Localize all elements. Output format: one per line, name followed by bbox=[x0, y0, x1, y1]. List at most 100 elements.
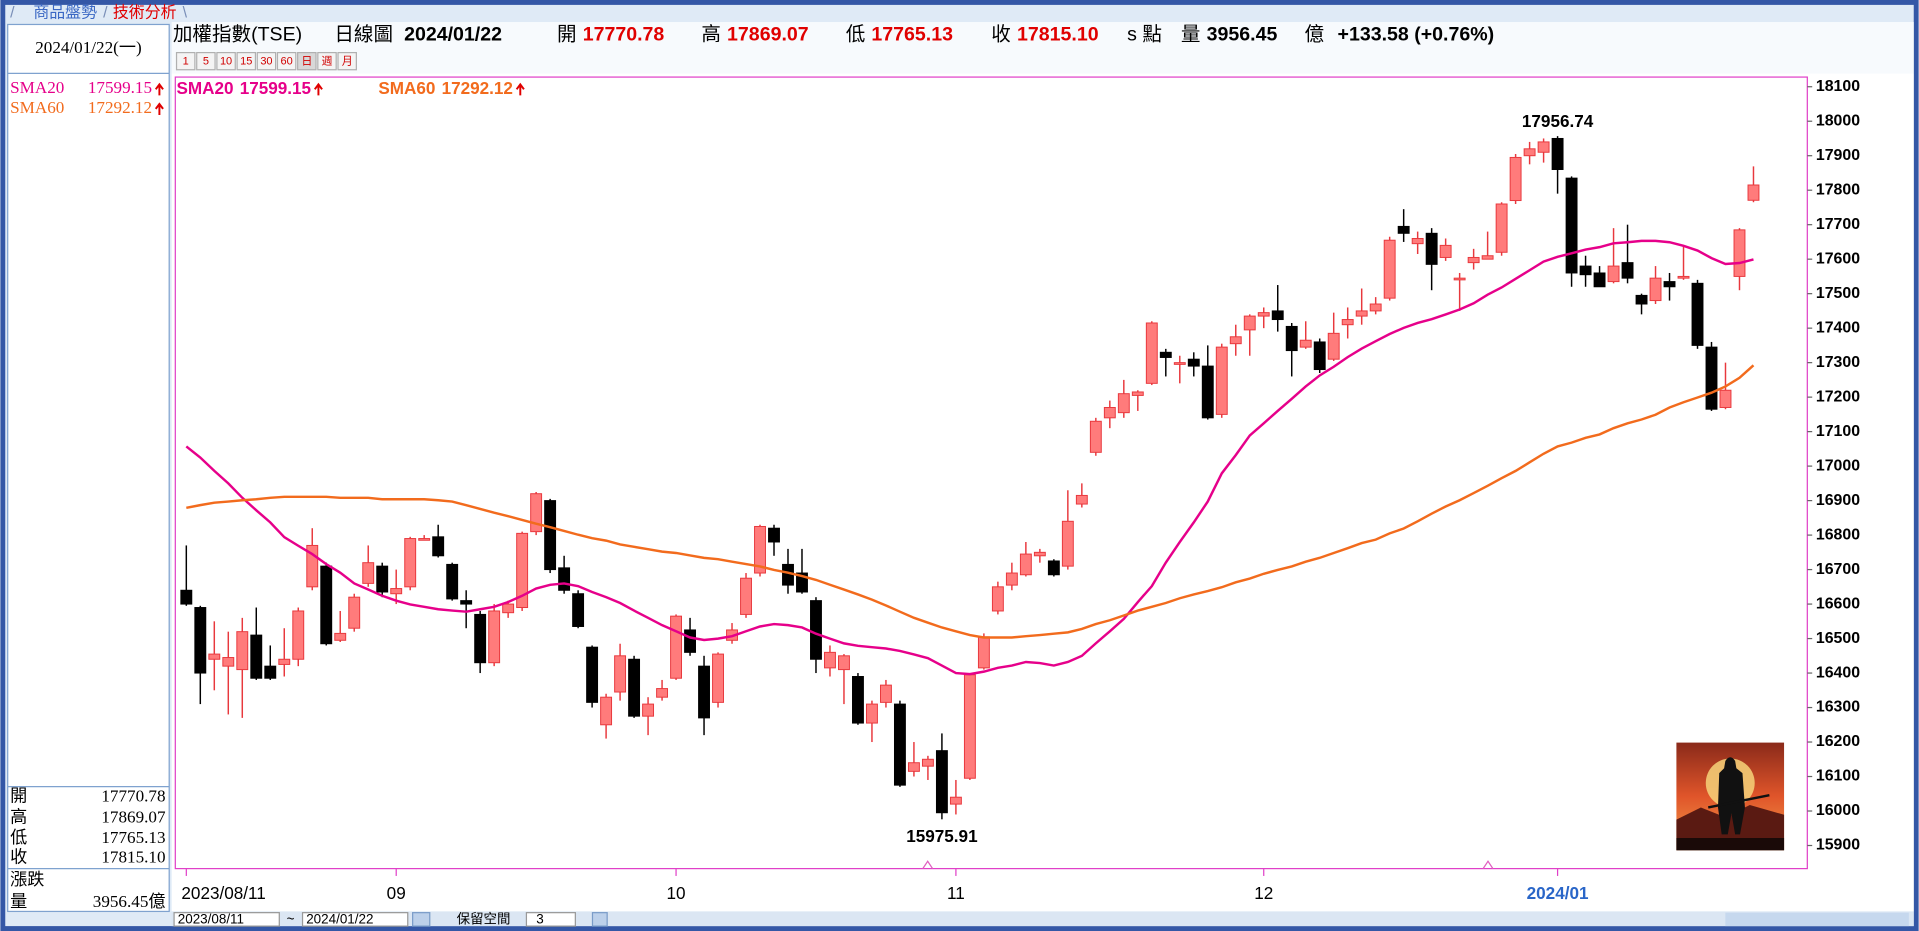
candle-body bbox=[1635, 294, 1648, 305]
x-tick-label: 10 bbox=[667, 884, 686, 903]
candle-body bbox=[544, 500, 557, 571]
candle-body bbox=[1439, 244, 1452, 258]
panel-value: 3956.45 bbox=[93, 892, 149, 911]
period-label: 10 bbox=[220, 56, 232, 68]
y-tick-label: 17900 bbox=[1816, 147, 1860, 164]
candle-body bbox=[1453, 277, 1466, 281]
y-tick-label: 16800 bbox=[1816, 526, 1860, 543]
go-button[interactable] bbox=[412, 912, 431, 927]
low: 17765.13 bbox=[871, 24, 953, 46]
candle-body bbox=[1537, 141, 1550, 153]
period-button[interactable] bbox=[297, 51, 317, 71]
candle-body bbox=[1145, 322, 1158, 384]
separator: ~ bbox=[287, 912, 295, 927]
candle-body bbox=[712, 653, 724, 703]
candle-body bbox=[572, 593, 585, 627]
candle-body bbox=[1649, 277, 1662, 302]
period-label: 月 bbox=[342, 56, 353, 68]
x-tick-label: 11 bbox=[947, 884, 965, 903]
up-arrow bbox=[154, 102, 164, 115]
period-button[interactable] bbox=[276, 51, 297, 71]
candle-body bbox=[1621, 262, 1634, 279]
button[interactable] bbox=[591, 912, 608, 927]
period-label: 日 bbox=[301, 56, 312, 68]
low-annotation: 15975.91 bbox=[906, 827, 978, 846]
number-input[interactable] bbox=[525, 912, 576, 927]
period-button[interactable] bbox=[317, 51, 337, 71]
candle-body bbox=[824, 651, 836, 669]
period-button[interactable] bbox=[256, 51, 277, 71]
reserve-value: 3 bbox=[536, 912, 543, 927]
candle-body bbox=[1033, 551, 1046, 557]
reserve-label: 保留空間 bbox=[457, 912, 511, 927]
period-button[interactable] bbox=[216, 51, 236, 71]
panel-sma-name: SMA60 bbox=[10, 98, 64, 117]
period: 日線圖 bbox=[334, 24, 393, 46]
candle-body bbox=[208, 653, 221, 660]
y-tick-label: 15900 bbox=[1816, 837, 1860, 854]
panel-sma-name: SMA20 bbox=[10, 78, 64, 97]
candle-body bbox=[250, 634, 263, 679]
candle-body bbox=[1285, 325, 1298, 352]
tab[interactable]: 技術分析 bbox=[113, 4, 177, 22]
candle-body bbox=[1733, 229, 1746, 277]
candle-body bbox=[796, 572, 808, 593]
candle-body bbox=[852, 676, 864, 724]
y-tick-label: 17600 bbox=[1816, 250, 1860, 267]
period-label: 5 bbox=[203, 56, 209, 68]
period-button[interactable] bbox=[236, 51, 257, 71]
candle-body bbox=[1355, 310, 1368, 317]
candle-body bbox=[1257, 312, 1270, 317]
candle-body bbox=[558, 567, 571, 591]
x-tick-label: 2023/08/11 bbox=[181, 884, 265, 903]
candle-body bbox=[516, 532, 529, 609]
candle-body bbox=[949, 796, 962, 805]
date-input[interactable] bbox=[173, 912, 280, 927]
candle-body bbox=[670, 615, 683, 679]
tab[interactable]: 商品盤勢 bbox=[33, 4, 97, 22]
candle-body bbox=[1593, 272, 1606, 288]
candle-body bbox=[320, 565, 333, 645]
logo bbox=[1676, 742, 1785, 851]
date-input[interactable] bbox=[301, 912, 409, 927]
y-tick-label: 17100 bbox=[1816, 423, 1860, 440]
up-arrow bbox=[515, 82, 525, 96]
candle-body bbox=[1523, 148, 1536, 157]
candle-body bbox=[586, 646, 599, 703]
x-tick-label: 2024/01 bbox=[1527, 884, 1589, 903]
candle-body bbox=[628, 658, 641, 717]
candle-body bbox=[1397, 225, 1410, 234]
candle-body bbox=[530, 493, 543, 533]
candle-body bbox=[1243, 315, 1256, 331]
period-button[interactable] bbox=[196, 51, 216, 71]
candle-body bbox=[1411, 237, 1424, 245]
panel-value: 17815.10 bbox=[101, 848, 165, 867]
period-label: 30 bbox=[260, 56, 272, 68]
candle-body bbox=[1103, 406, 1116, 419]
panel-sma-value: 17599.15 bbox=[88, 78, 152, 97]
y-tick-label: 17400 bbox=[1816, 319, 1860, 336]
candle-body bbox=[1607, 265, 1620, 283]
candle-body bbox=[502, 603, 515, 614]
close: 17815.10 bbox=[1017, 24, 1099, 46]
candle-body bbox=[306, 544, 319, 588]
candle-body bbox=[1005, 572, 1018, 586]
y-tick-label: 17300 bbox=[1816, 354, 1860, 371]
candle-body bbox=[963, 674, 976, 779]
candle-body bbox=[278, 658, 291, 665]
period-button[interactable] bbox=[175, 51, 196, 71]
candle-body bbox=[404, 538, 417, 588]
candle-body bbox=[1313, 341, 1326, 371]
candle-body bbox=[1677, 275, 1690, 279]
candle-body bbox=[614, 655, 627, 693]
x-tick-label: 12 bbox=[1254, 884, 1273, 903]
unit: 億 bbox=[1304, 24, 1324, 46]
x-tick-label: 09 bbox=[387, 884, 406, 903]
high: 17869.07 bbox=[727, 24, 809, 46]
tool-buttons[interactable] bbox=[1725, 912, 1909, 927]
candle-body bbox=[1705, 346, 1718, 410]
y-tick-label: 17500 bbox=[1816, 285, 1860, 302]
panel-label: 開 bbox=[10, 787, 27, 806]
period-button[interactable] bbox=[337, 51, 357, 71]
